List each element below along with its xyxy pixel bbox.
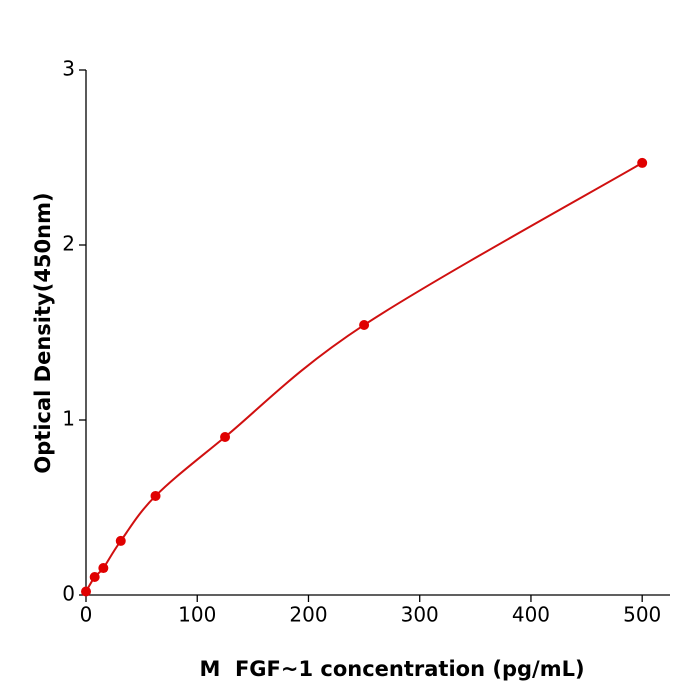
y-tick-label: 2 bbox=[62, 232, 75, 256]
data-point bbox=[637, 157, 648, 168]
x-tick-label: 0 bbox=[80, 603, 93, 627]
data-point bbox=[220, 431, 231, 442]
y-tick-label: 1 bbox=[62, 407, 75, 431]
x-axis-label: M FGF~1 concentration (pg/mL) bbox=[199, 657, 584, 681]
y-tick-label: 3 bbox=[62, 57, 75, 81]
data-point bbox=[150, 490, 161, 501]
y-axis-label: Optical Density(450nm) bbox=[31, 192, 55, 473]
data-point bbox=[89, 571, 100, 582]
x-tick-label: 100 bbox=[178, 603, 216, 627]
y-tick-label: 0 bbox=[62, 582, 75, 606]
x-tick-label: 500 bbox=[623, 603, 661, 627]
x-tick-label: 200 bbox=[289, 603, 327, 627]
data-point bbox=[359, 319, 370, 330]
data-point bbox=[115, 535, 126, 546]
data-point bbox=[81, 586, 91, 597]
x-tick-label: 400 bbox=[512, 603, 550, 627]
data-point bbox=[98, 563, 109, 574]
x-tick-label: 300 bbox=[401, 603, 439, 627]
fit-curve bbox=[85, 162, 643, 593]
